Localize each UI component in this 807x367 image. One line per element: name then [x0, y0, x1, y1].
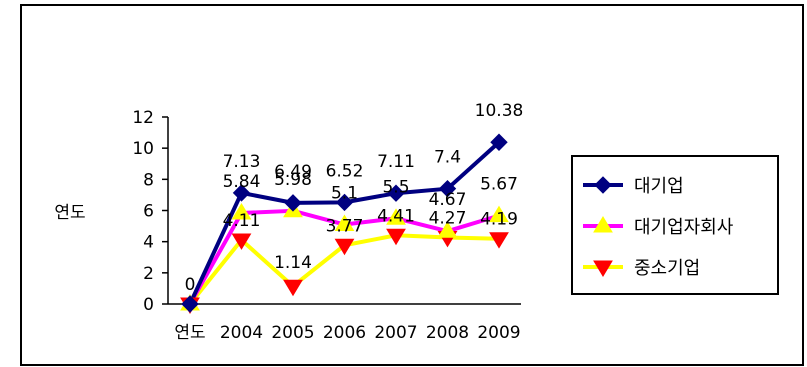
y-tick-label: 0 [143, 295, 154, 315]
data-label: 4.27 [429, 208, 467, 228]
x-tick-label: 2006 [323, 323, 366, 343]
x-tick-label: 2008 [426, 323, 469, 343]
data-label: 4.19 [480, 210, 518, 230]
series-0-point [181, 295, 199, 313]
series-1-point [489, 205, 509, 223]
data-label: 7.13 [223, 152, 261, 172]
data-label: 5.98 [274, 170, 312, 190]
series-0-point [232, 184, 251, 202]
y-tick-label: 2 [143, 264, 154, 284]
data-label: 4.67 [429, 190, 467, 210]
series-2-point [283, 279, 303, 297]
x-tick-label: 2007 [374, 323, 417, 343]
data-label: 7.4 [434, 148, 461, 168]
data-label: 5.1 [331, 184, 358, 204]
x-tick-label: 2009 [477, 323, 520, 343]
data-label: 5.84 [223, 172, 261, 192]
series-0-point [335, 193, 354, 212]
series-2-point [489, 232, 509, 249]
data-label: 1.14 [274, 253, 312, 273]
data-label: 7.11 [377, 152, 415, 172]
y-tick-label: 6 [143, 202, 154, 222]
data-label: 3.77 [326, 216, 364, 236]
series-2-point [334, 238, 355, 256]
data-label: 6.49 [274, 162, 312, 182]
y-axis-label: 연도 [54, 203, 85, 223]
data-label: 10.38 [475, 101, 524, 121]
series-0-point [438, 179, 457, 198]
y-tick-label: 12 [132, 108, 154, 128]
data-label: 5.5 [382, 177, 409, 197]
data-label: 5.67 [480, 175, 518, 195]
x-tick-label: 2004 [220, 323, 263, 343]
legend-label: 대기업 [634, 176, 684, 197]
legend-swatch-marker [593, 260, 613, 277]
data-label: 4.11 [223, 211, 261, 231]
x-tick-label: 2005 [271, 323, 314, 343]
y-tick-label: 4 [143, 233, 154, 253]
legend-label: 대기업자회사 [634, 217, 734, 238]
legend-label: 중소기업 [634, 258, 700, 279]
series-0-point [490, 133, 508, 151]
y-tick-label: 8 [143, 170, 154, 190]
series-1-point [231, 203, 252, 220]
x-tick-label: 연도 [174, 323, 205, 343]
legend-swatch-marker [593, 216, 613, 233]
series-1-point [437, 221, 458, 238]
series-2-point [386, 228, 406, 246]
series-2-point [231, 233, 252, 250]
data-label: 6.52 [326, 161, 364, 181]
data-label: 0 [185, 275, 196, 295]
series-0-point [284, 194, 302, 212]
y-tick-label: 10 [132, 139, 154, 159]
series-1-point [386, 208, 406, 225]
legend-swatch-marker [594, 176, 612, 194]
series-1-point [334, 214, 355, 232]
series-0-point [387, 184, 405, 202]
data-label: 4.41 [377, 206, 415, 226]
